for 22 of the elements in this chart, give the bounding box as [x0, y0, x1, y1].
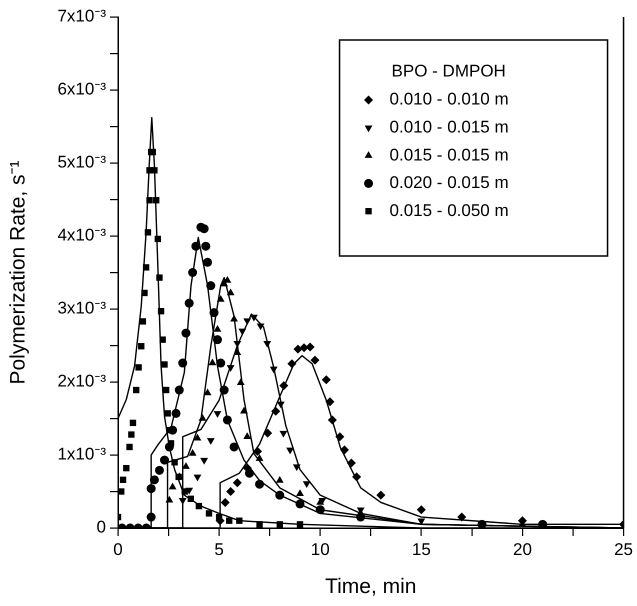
x-tick-label: 25	[614, 540, 634, 559]
legend-label: 0.010 - 0.015 m	[390, 117, 509, 136]
y-tick-label: 1x10⁻³	[57, 444, 106, 464]
legend-title: BPO - DMPOH	[392, 62, 506, 81]
y-tick-label: 4x10⁻³	[57, 226, 106, 245]
y-axis-title: Polymerization Rate, s⁻¹	[6, 160, 30, 385]
y-tick-label: 0	[96, 518, 106, 537]
y-tick-label: 5x10⁻³	[57, 152, 106, 172]
y-tick-label: 7x10⁻³	[57, 6, 106, 26]
x-tick-label: 0	[113, 540, 123, 559]
x-tick-label: 20	[512, 540, 532, 559]
legend-label: 0.020 - 0.015 m	[390, 173, 509, 192]
x-tick-label: 10	[310, 540, 330, 559]
legend-label: 0.010 - 0.010 m	[390, 90, 509, 109]
x-tick-label: 15	[412, 540, 431, 559]
legend-label: 0.015 - 0.015 m	[390, 145, 509, 164]
y-tick-label: 2x10⁻³	[57, 372, 106, 391]
x-axis-title: Time, min	[325, 575, 416, 598]
y-tick-label: 6x10⁻³	[57, 80, 106, 99]
y-tick-label: 3x10⁻³	[57, 298, 106, 318]
legend-label: 0.015 - 0.050 m	[390, 200, 509, 220]
x-tick-label: 5	[214, 540, 224, 559]
